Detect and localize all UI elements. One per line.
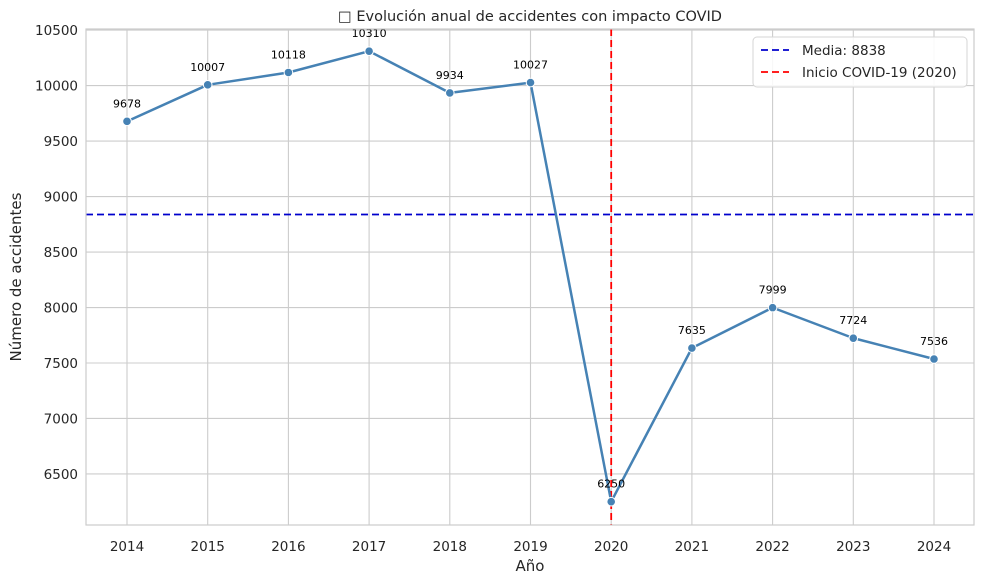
data-label: 7724 xyxy=(839,314,867,327)
data-point xyxy=(525,77,536,88)
x-tick-label: 2024 xyxy=(917,539,951,555)
data-label: 10007 xyxy=(190,61,225,74)
grid-lines xyxy=(86,29,974,525)
y-axis-title: Número de accidentes xyxy=(7,192,25,361)
data-point xyxy=(687,343,697,353)
legend-label: Media: 8838 xyxy=(802,43,886,59)
x-tick-label: 2014 xyxy=(110,539,144,555)
reference-lines xyxy=(86,29,974,525)
data-label: 7536 xyxy=(920,335,948,348)
y-tick-label: 6500 xyxy=(44,467,78,483)
data-point xyxy=(122,116,132,127)
x-tick-label: 2017 xyxy=(352,539,386,555)
legend-label: Inicio COVID-19 (2020) xyxy=(802,65,957,81)
legend: Media: 8838 Inicio COVID-19 (2020) xyxy=(752,36,968,88)
x-tick-label: 2020 xyxy=(594,539,628,555)
legend-box xyxy=(752,36,968,88)
data-label: 10310 xyxy=(352,27,387,40)
y-tick-label: 10000 xyxy=(35,79,78,95)
x-tick-label: 2015 xyxy=(191,539,225,555)
data-point xyxy=(202,80,213,90)
data-label: 9934 xyxy=(436,69,464,82)
y-tick-label: 8500 xyxy=(44,245,78,261)
data-point xyxy=(767,302,778,313)
data-label: 6250 xyxy=(597,478,625,491)
data-label: 10027 xyxy=(513,59,548,72)
y-tick-label: 9500 xyxy=(44,134,78,150)
x-axis-title: Año xyxy=(516,557,545,575)
x-tick-label: 2019 xyxy=(513,539,547,555)
data-point xyxy=(848,333,859,343)
chart-title: □ Evolución anual de accidentes con impa… xyxy=(338,9,722,25)
data-label: 7999 xyxy=(759,284,787,297)
data-point xyxy=(929,354,939,364)
y-tick-label: 8000 xyxy=(44,301,78,317)
series-line-group: 9678 10007 10118 10310 9934 10027 6250 7635 7999… xyxy=(113,27,948,507)
x-tick-label: 2022 xyxy=(755,539,789,555)
plot-frame xyxy=(85,28,975,526)
data-label: 7635 xyxy=(678,324,706,337)
x-axis-ticks: 2014 2015 2016 2017 2018 2019 2020 2021 2022 2023… xyxy=(110,539,951,555)
data-point xyxy=(364,46,374,56)
x-tick-label: 2023 xyxy=(836,539,870,555)
x-tick-label: 2016 xyxy=(271,539,305,555)
y-tick-label: 10500 xyxy=(35,23,78,39)
data-point xyxy=(606,496,617,507)
x-tick-label: 2018 xyxy=(433,539,467,555)
data-label: 9678 xyxy=(113,97,141,110)
data-label: 10118 xyxy=(271,48,306,61)
y-tick-label: 9000 xyxy=(44,190,78,206)
x-tick-label: 2021 xyxy=(675,539,709,555)
data-point xyxy=(445,88,455,98)
data-point xyxy=(283,67,294,78)
y-tick-label: 7000 xyxy=(44,411,78,427)
y-tick-label: 7500 xyxy=(44,356,78,372)
y-axis-ticks: 6500 7000 7500 8000 8500 9000 9500 10000 10500 xyxy=(35,23,78,483)
